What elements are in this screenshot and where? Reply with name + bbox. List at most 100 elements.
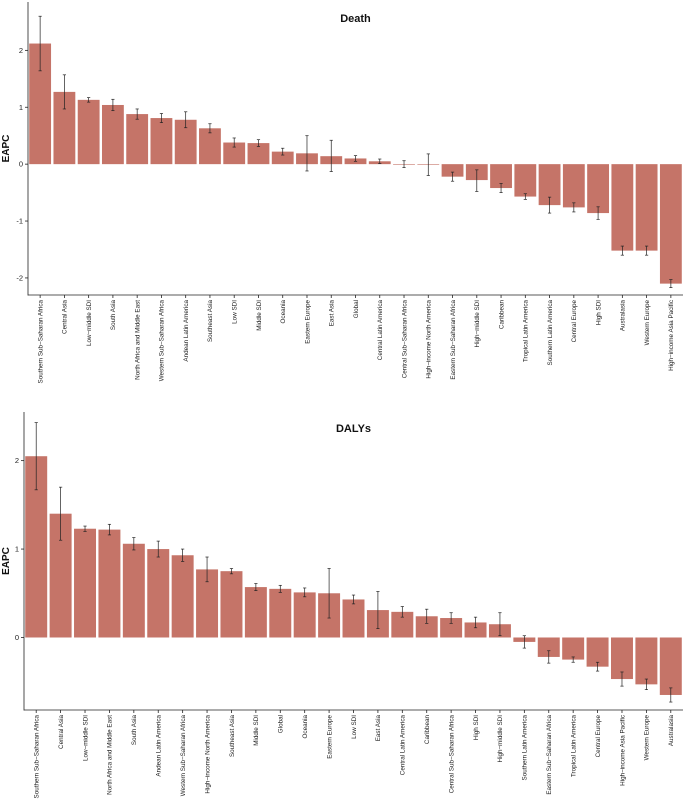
- bar: [223, 142, 246, 165]
- bar: [537, 637, 560, 657]
- error-bar: [644, 678, 648, 691]
- error-bar: [353, 155, 358, 162]
- x-tick-label: South Asia: [110, 300, 117, 331]
- error-bar: [620, 671, 624, 687]
- bar: [147, 549, 170, 638]
- x-tick-label: East Asia: [375, 715, 382, 742]
- bar: [49, 513, 72, 638]
- x-tick-label: Caribbean: [424, 715, 431, 745]
- bar: [464, 622, 487, 638]
- x-tick-label: Central Asia: [58, 715, 65, 749]
- error-bar: [473, 616, 478, 629]
- x-tick-label: Western Europe: [644, 300, 651, 346]
- bar: [271, 151, 294, 165]
- x-tick-label: High SDI: [595, 300, 602, 325]
- x-tick-label: High−income Asia Pacific: [668, 300, 675, 371]
- error-bar: [59, 486, 63, 541]
- x-tick-label: Southeast Asia: [229, 715, 236, 758]
- error-bar: [499, 183, 503, 193]
- bar: [74, 528, 97, 638]
- error-bar: [498, 612, 502, 637]
- bar: [171, 555, 194, 638]
- error-bar: [254, 583, 258, 591]
- y-tick-label: 1: [15, 545, 19, 554]
- bar: [587, 164, 610, 214]
- error-bar: [205, 556, 209, 583]
- x-tick-label: Central Latin America: [377, 300, 384, 361]
- error-bar: [83, 525, 87, 532]
- x-tick-label: Global: [278, 715, 285, 733]
- bar: [29, 43, 52, 165]
- x-tick-label: Australasia: [668, 715, 675, 747]
- bar: [490, 164, 512, 189]
- error-bar: [305, 135, 309, 172]
- bar: [220, 571, 243, 638]
- error-bar: [620, 245, 624, 256]
- error-bar: [547, 196, 552, 214]
- error-bar: [351, 594, 356, 605]
- bar: [98, 529, 121, 638]
- bar: [342, 599, 365, 638]
- error-bar: [329, 139, 333, 172]
- error-bar: [596, 206, 600, 220]
- error-bar: [281, 147, 285, 156]
- x-tick-label: Central Europe: [595, 715, 602, 758]
- bar: [659, 164, 682, 284]
- bar: [635, 164, 658, 251]
- bar: [199, 128, 221, 165]
- x-tick-label: Western Sub−Saharan Africa: [159, 300, 166, 382]
- bar: [562, 164, 585, 208]
- bar: [150, 118, 173, 165]
- error-bar: [132, 537, 136, 551]
- bar: [562, 637, 585, 660]
- bar: [514, 164, 537, 197]
- error-bar: [111, 98, 115, 112]
- error-bar: [669, 279, 673, 288]
- x-tick-label: Oceania: [280, 300, 287, 324]
- y-axis-label: EAPC: [1, 547, 12, 575]
- y-axis-label: EAPC: [1, 135, 12, 163]
- bar: [415, 616, 438, 638]
- x-tick-label: Southern Latin America: [522, 715, 529, 781]
- x-tick-label: High SDI: [473, 715, 480, 740]
- bar: [293, 592, 316, 638]
- bar: [122, 543, 145, 638]
- error-bar: [156, 540, 160, 558]
- x-tick-label: Central Asia: [62, 300, 69, 334]
- x-tick-label: Oceania: [302, 715, 309, 739]
- bar: [247, 143, 270, 165]
- error-bar: [595, 661, 600, 672]
- error-bar: [522, 635, 526, 649]
- y-tick-label: 2: [19, 46, 23, 55]
- x-tick-label: Tropical Latin America: [570, 715, 577, 778]
- y-tick-label: 0: [15, 633, 19, 642]
- x-tick-label: Western Sub−Saharan Africa: [180, 715, 187, 797]
- x-tick-label: Central Sub−Saharan Africa: [401, 300, 408, 379]
- x-tick-label: High−income North America: [426, 300, 433, 379]
- x-tick-label: Middle SDI: [256, 300, 263, 331]
- bar: [77, 99, 100, 165]
- error-bar: [669, 687, 673, 703]
- error-bar: [278, 584, 282, 593]
- error-bar: [475, 169, 479, 192]
- error-bar: [208, 123, 212, 134]
- x-tick-label: High−middle SDI: [497, 715, 504, 763]
- x-tick-label: Central Latin America: [400, 715, 407, 776]
- x-tick-label: East Asia: [329, 300, 336, 327]
- bar: [174, 119, 197, 165]
- error-bar: [256, 139, 261, 147]
- error-bar: [38, 15, 42, 72]
- error-bar: [425, 608, 429, 624]
- bar: [126, 114, 149, 165]
- error-bar: [426, 153, 430, 176]
- x-tick-label: Tropical Latin America: [523, 300, 530, 363]
- x-tick-label: Southeast Asia: [207, 300, 214, 343]
- chart-title: Death: [340, 13, 371, 25]
- x-tick-label: Southern Sub−Saharan Africa: [34, 715, 41, 799]
- error-bar: [135, 108, 139, 120]
- error-bar: [87, 97, 91, 103]
- error-bar: [303, 587, 307, 598]
- x-tick-label: Eastern Europe: [326, 715, 333, 759]
- y-tick-label: 0: [19, 160, 23, 169]
